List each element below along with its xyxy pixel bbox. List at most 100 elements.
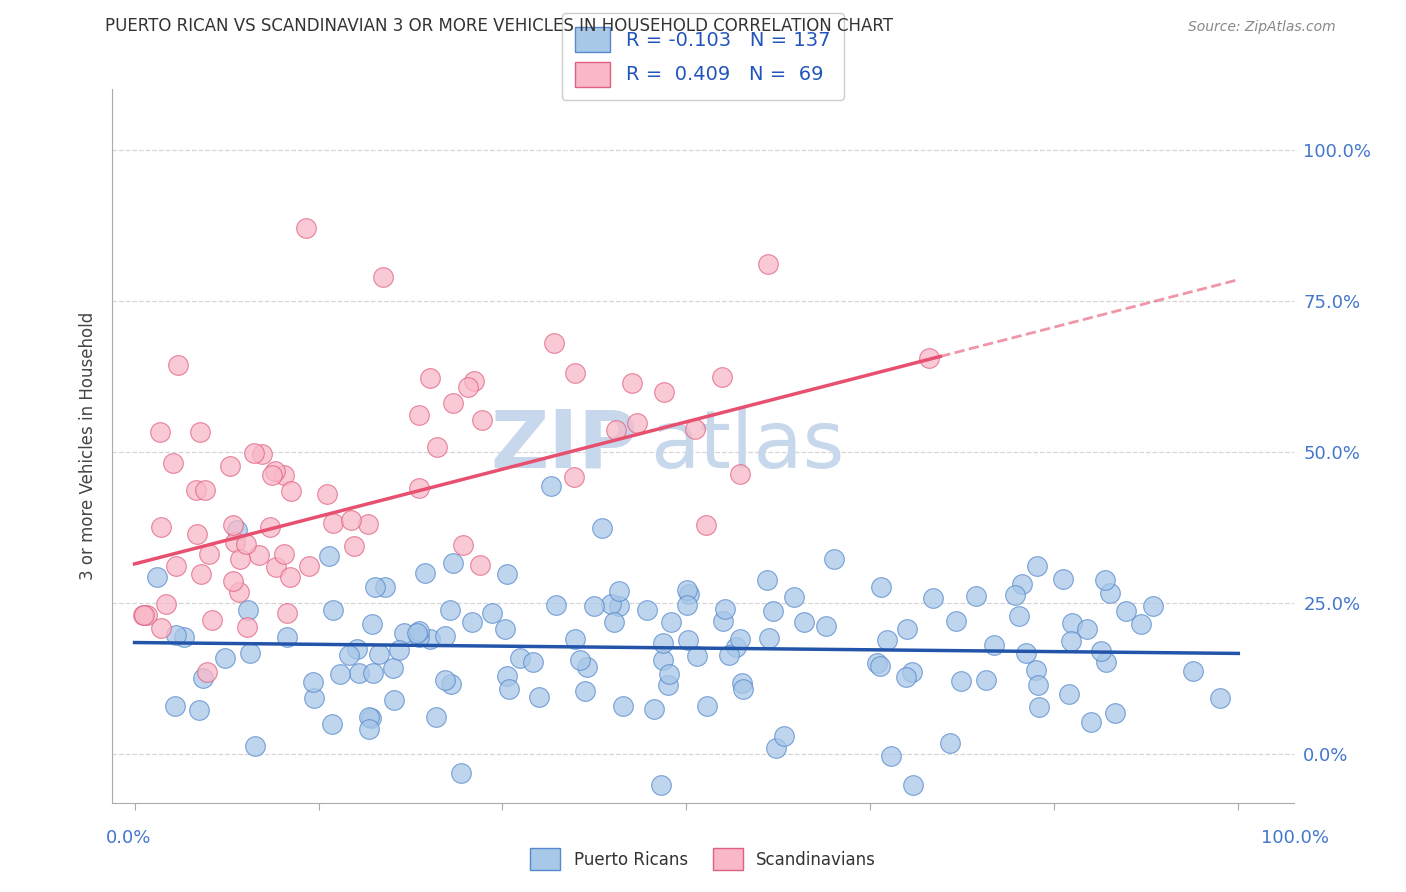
Point: [685, 422, 707, 436]
Point: [918, 351, 941, 366]
Point: [879, 748, 901, 763]
Point: [222, 574, 245, 589]
Point: [347, 665, 370, 680]
Point: [186, 527, 208, 541]
Point: [713, 601, 735, 615]
Point: [651, 653, 673, 667]
Point: [876, 632, 898, 647]
Point: [346, 641, 368, 656]
Point: [603, 615, 626, 629]
Point: [730, 467, 752, 481]
Point: [1062, 615, 1084, 630]
Point: [626, 416, 648, 430]
Point: [360, 616, 382, 631]
Point: [321, 716, 343, 731]
Point: [509, 650, 531, 665]
Point: [392, 626, 415, 640]
Point: [540, 478, 562, 492]
Point: [408, 630, 430, 644]
Point: [441, 396, 464, 410]
Point: [195, 665, 218, 679]
Point: [654, 384, 676, 399]
Point: [368, 648, 391, 662]
Point: [441, 557, 464, 571]
Point: [148, 425, 170, 440]
Point: [426, 440, 449, 454]
Text: 100.0%: 100.0%: [1261, 829, 1329, 847]
Point: [636, 603, 658, 617]
Point: [564, 470, 586, 484]
Point: [146, 570, 169, 584]
Point: [276, 630, 298, 644]
Point: [413, 566, 436, 580]
Point: [939, 736, 962, 750]
Point: [1028, 699, 1050, 714]
Point: [218, 458, 240, 473]
Point: [1094, 573, 1116, 587]
Point: [301, 674, 323, 689]
Point: [357, 722, 380, 736]
Point: [1025, 663, 1047, 677]
Point: [382, 661, 405, 675]
Point: [575, 659, 598, 673]
Point: [280, 483, 302, 498]
Point: [607, 599, 630, 613]
Point: [374, 581, 396, 595]
Point: [1026, 558, 1049, 573]
Point: [419, 632, 441, 647]
Point: [1057, 687, 1080, 701]
Point: [329, 666, 352, 681]
Point: [494, 622, 516, 636]
Point: [724, 640, 747, 655]
Point: [621, 376, 644, 391]
Point: [165, 628, 187, 642]
Point: [360, 711, 382, 725]
Point: [605, 423, 627, 437]
Point: [1142, 599, 1164, 613]
Legend: Puerto Ricans, Scandinavians: Puerto Ricans, Scandinavians: [523, 842, 883, 877]
Point: [201, 613, 224, 627]
Point: [945, 614, 967, 628]
Point: [150, 621, 173, 635]
Point: [273, 547, 295, 561]
Point: [870, 580, 893, 594]
Point: [1104, 706, 1126, 721]
Point: [419, 370, 441, 384]
Point: [1115, 604, 1137, 618]
Point: [433, 673, 456, 688]
Point: [194, 483, 217, 497]
Point: [388, 643, 411, 657]
Point: [359, 709, 381, 723]
Point: [983, 639, 1005, 653]
Point: [259, 519, 281, 533]
Point: [965, 589, 987, 603]
Point: [823, 552, 845, 566]
Point: [793, 615, 815, 629]
Text: PUERTO RICAN VS SCANDINAVIAN 3 OR MORE VEHICLES IN HOUSEHOLD CORRELATION CHART: PUERTO RICAN VS SCANDINAVIAN 3 OR MORE V…: [105, 17, 893, 35]
Point: [495, 567, 517, 582]
Point: [758, 631, 780, 645]
Point: [731, 676, 754, 690]
Point: [583, 599, 606, 614]
Point: [173, 630, 195, 644]
Point: [607, 584, 630, 599]
Point: [247, 548, 270, 562]
Point: [264, 464, 287, 478]
Point: [974, 673, 997, 688]
Point: [1080, 715, 1102, 730]
Point: [696, 699, 718, 714]
Point: [676, 583, 699, 598]
Point: [471, 413, 494, 427]
Point: [569, 653, 592, 667]
Text: ZIP: ZIP: [491, 407, 638, 485]
Point: [408, 624, 430, 638]
Point: [276, 606, 298, 620]
Point: [657, 678, 679, 692]
Point: [322, 516, 344, 530]
Point: [155, 598, 177, 612]
Point: [405, 625, 427, 640]
Point: [298, 559, 321, 574]
Point: [1181, 664, 1204, 678]
Point: [652, 635, 675, 649]
Point: [278, 570, 301, 584]
